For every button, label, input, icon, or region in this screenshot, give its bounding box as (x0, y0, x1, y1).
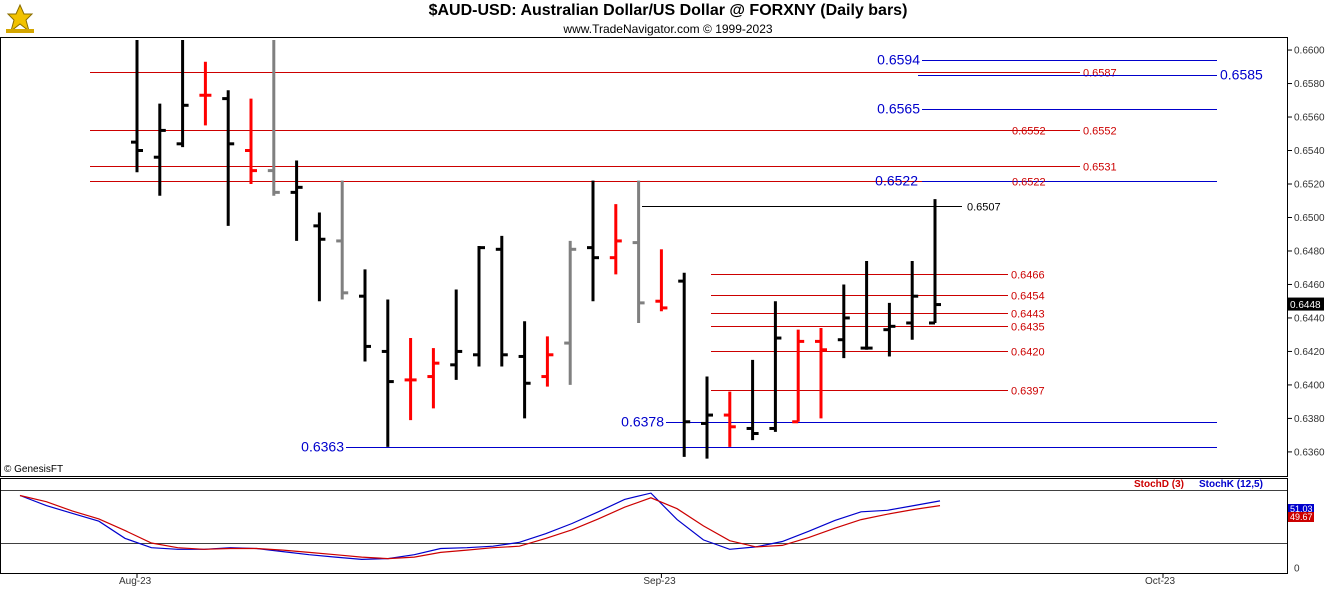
ohlc-bar (313, 212, 326, 302)
ohlc-bar (245, 98, 257, 184)
level-label-blue: 0.6522 (875, 173, 918, 189)
level-label-red: 0.6420 (1011, 347, 1045, 359)
level-label-red: 0.6443 (1011, 309, 1045, 321)
y-tick-label: 0.6460 (1294, 280, 1325, 291)
stoch-k-value: 51.03 (1290, 504, 1313, 514)
x-tick-label: Oct-23 (1145, 576, 1175, 587)
y-tick-label: 0.6400 (1294, 380, 1325, 391)
genesis-logo-icon (2, 2, 38, 36)
y-tick-label: 0.6480 (1294, 246, 1325, 257)
ohlc-bar (153, 103, 166, 196)
x-tick-label: Aug-23 (119, 576, 152, 587)
ohlc-bar (746, 359, 759, 441)
ohlc-bar (815, 328, 827, 419)
ohlc-bar (632, 180, 645, 323)
ohlc-bar (587, 180, 599, 302)
x-tick-label: Sep-23 (643, 576, 676, 587)
ohlc-bar (336, 180, 349, 300)
ohlc-bar (427, 348, 440, 409)
ohlc-bar (609, 204, 622, 275)
ohlc-bar (518, 321, 531, 419)
ohlc-bar (678, 272, 691, 457)
ohlc-bar (541, 336, 554, 387)
level-label-red: 0.6552 (1083, 126, 1117, 138)
stoch-k-legend: StochK (12,5) (1199, 479, 1263, 490)
level-label-red: 0.6435 (1011, 322, 1045, 334)
ohlc-bar (723, 391, 736, 447)
stochastic-panel (0, 478, 1288, 574)
ohlc-bar (906, 261, 919, 340)
ohlc-bar (769, 301, 782, 432)
ohlc-bar (450, 289, 463, 380)
ohlc-bar (131, 40, 143, 173)
y-tick-label: 0.6560 (1294, 113, 1325, 124)
ohlc-bar (860, 261, 873, 350)
level-label-blue: 0.6378 (621, 414, 664, 430)
ohlc-bar (176, 40, 189, 148)
stoch-d-line (19, 494, 941, 560)
y-tick-label: 0.6500 (1294, 213, 1325, 224)
level-label-blue: 0.6363 (301, 439, 344, 455)
ohlc-bar (473, 245, 485, 367)
ohlc-bar (381, 299, 394, 447)
ohlc-bar (883, 302, 896, 357)
price-panel (0, 37, 1288, 477)
level-label-black: 0.6507 (967, 202, 1001, 214)
ohlc-bar (792, 329, 805, 424)
ohlc-bar (267, 40, 280, 196)
level-label-red: 0.6587 (1083, 68, 1117, 80)
y-tick-label: 0.6420 (1294, 347, 1325, 358)
y-tick-label: 0.6540 (1294, 146, 1325, 157)
stoch-k-badge (1288, 504, 1314, 514)
y-tick-label: 0.6600 (1294, 46, 1325, 57)
level-label-red: 0.6397 (1011, 386, 1045, 398)
copyright-label: © GenesisFT (4, 464, 63, 475)
level-label-red: 0.6454 (1011, 291, 1045, 303)
last-price-label: 0.6448 (1290, 300, 1321, 311)
stoch-d-badge (1288, 512, 1314, 522)
y-tick-label: 0.6360 (1294, 447, 1325, 458)
ohlc-bar (837, 284, 850, 359)
y-tick-label: 0.6520 (1294, 180, 1325, 191)
stoch-k-line (19, 492, 941, 561)
ohlc-bar (222, 90, 235, 226)
ohlc-bar (564, 240, 577, 385)
level-label-red: 0.6531 (1083, 162, 1117, 174)
level-label-blue: 0.6594 (877, 52, 920, 68)
ohlc-bar (404, 338, 417, 421)
ohlc-bar (359, 269, 371, 362)
ohlc-bar (655, 249, 668, 312)
level-label-red: 0.6522 (1012, 177, 1046, 189)
y-tick-label: 0.6440 (1294, 313, 1325, 324)
y-tick-label: 0.6580 (1294, 79, 1325, 90)
level-label-blue: 0.6585 (1220, 67, 1263, 83)
ohlc-bar (199, 61, 212, 126)
stoch-d-value: 49.67 (1290, 512, 1313, 522)
stoch-y-tick-label: 0 (1294, 564, 1300, 575)
ohlc-bar (290, 160, 303, 241)
level-label-blue: 0.6565 (877, 101, 920, 117)
chart-title: $AUD-USD: Australian Dollar/US Dollar @ … (428, 2, 908, 19)
last-price-badge (1288, 297, 1324, 311)
y-tick-label: 0.6380 (1294, 414, 1325, 425)
level-label-red: 0.6552 (1012, 126, 1046, 138)
chart-subtitle: www.TradeNavigator.com © 1999-2023 (563, 22, 773, 36)
stoch-d-legend: StochD (3) (1134, 479, 1184, 490)
ohlc-bar (495, 235, 508, 367)
level-label-red: 0.6466 (1011, 270, 1045, 282)
ohlc-bar (929, 199, 941, 325)
ohlc-bar (701, 376, 713, 459)
